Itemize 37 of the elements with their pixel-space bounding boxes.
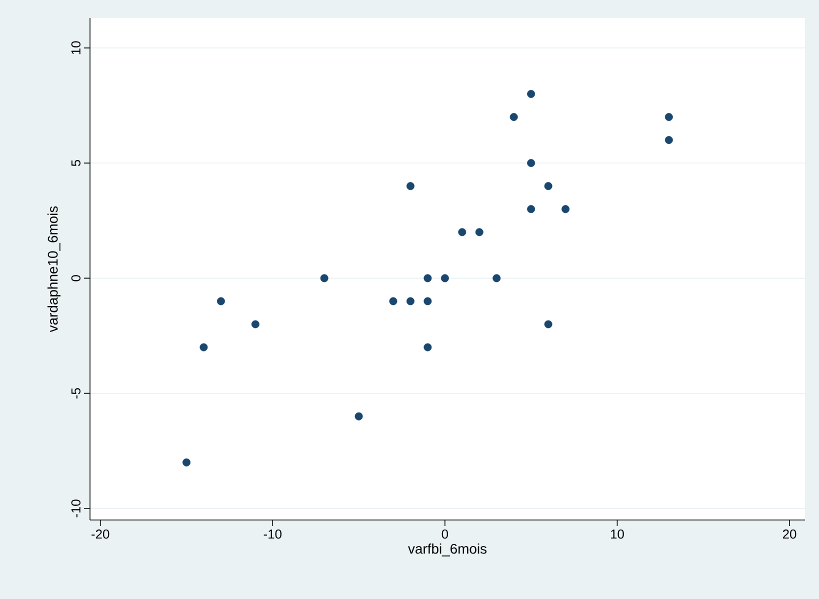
point [492,274,501,282]
point [424,297,432,306]
point [200,343,208,352]
point [216,297,225,306]
x-tick-label: -10 [264,530,282,539]
point [389,297,398,306]
y-tick-label: 5 [71,160,80,166]
y-tick-label: -5 [71,388,80,399]
point [544,182,552,190]
y-tick-label: -10 [71,500,80,518]
point [406,182,414,190]
x-axis-title: varfbi_6mois [408,544,487,556]
y-axis-title: vardaphne10_6mois [47,206,60,332]
point [475,228,484,236]
y-tick-label: 0 [71,275,80,282]
x-tick-label: 10 [610,530,624,539]
point [424,343,432,352]
point [510,113,518,121]
point [354,412,363,420]
point [406,297,414,306]
point [182,458,190,466]
x-tick-label: -20 [92,530,110,539]
y-tick-label: 10 [71,41,80,54]
x-tick-label: 20 [782,530,796,539]
point [440,274,449,282]
point [424,274,432,282]
point [562,205,570,214]
point [320,274,328,282]
point [664,113,673,121]
point [527,159,536,168]
point [527,205,536,214]
point [458,228,466,236]
point [544,320,552,328]
point [251,320,260,328]
point [664,136,673,144]
x-tick-label: 0 [442,530,448,539]
point [527,90,536,98]
